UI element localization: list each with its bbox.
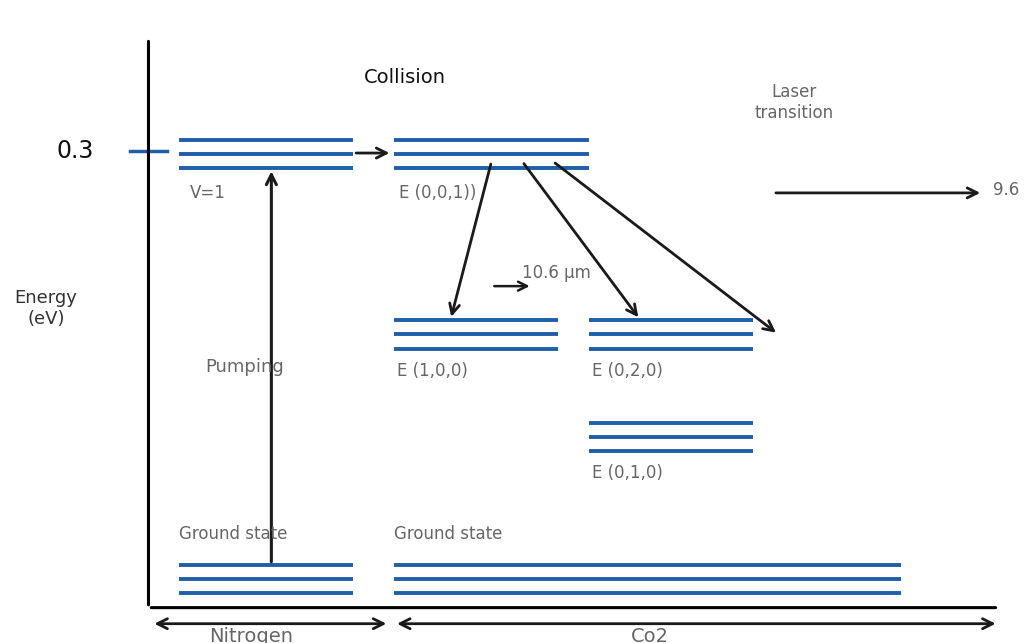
Text: 0.3: 0.3	[56, 139, 93, 163]
Text: Ground state: Ground state	[179, 525, 288, 543]
Text: Nitrogen: Nitrogen	[209, 627, 293, 643]
Text: 9.6 μm: 9.6 μm	[993, 181, 1024, 199]
Text: E (1,0,0): E (1,0,0)	[397, 362, 468, 380]
Text: Ground state: Ground state	[394, 525, 503, 543]
Text: E (0,0,1)): E (0,0,1))	[399, 184, 477, 202]
Text: Co2: Co2	[631, 627, 670, 643]
Text: Pumping: Pumping	[205, 358, 284, 376]
Text: Energy
(eV): Energy (eV)	[14, 289, 78, 328]
Text: Laser
transition: Laser transition	[754, 84, 834, 122]
Text: E (0,1,0): E (0,1,0)	[592, 464, 663, 482]
Text: 10.6 μm: 10.6 μm	[522, 264, 591, 282]
Text: E (0,2,0): E (0,2,0)	[592, 362, 663, 380]
Text: Collision: Collision	[364, 68, 445, 87]
Text: V=1: V=1	[189, 184, 225, 202]
